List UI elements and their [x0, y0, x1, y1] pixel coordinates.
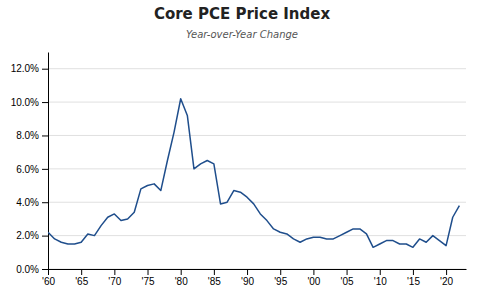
y-tick-mark: [42, 269, 48, 270]
x-tick-mark: [114, 269, 115, 275]
y-tick-label: 12.0%: [11, 63, 39, 74]
x-tick-mark: [181, 269, 182, 275]
y-tick-label: 10.0%: [11, 97, 39, 108]
y-tick-label: 2.0%: [16, 230, 39, 241]
y-tick-label: 0.0%: [16, 264, 39, 275]
x-tick-mark: [446, 269, 447, 275]
x-tick: '90: [241, 269, 254, 287]
x-tick-label: '05: [341, 276, 354, 287]
grid-line: [48, 102, 466, 103]
x-tick-mark: [413, 269, 414, 275]
y-tick: 8.0%: [16, 130, 48, 141]
plot-area: [48, 99, 459, 248]
x-tick-mark: [380, 269, 381, 275]
title: Core PCE Price Index: [154, 5, 331, 23]
y-tick-label: 8.0%: [16, 130, 39, 141]
y-tick: 0.0%: [16, 264, 48, 275]
y-tick-mark: [42, 69, 48, 70]
x-tick-label: '90: [241, 276, 254, 287]
grid: [48, 69, 466, 269]
x-tick-label: '95: [274, 276, 287, 287]
x-tick: '05: [341, 269, 354, 287]
grid-line: [48, 135, 466, 136]
x-tick: '85: [208, 269, 221, 287]
x-tick: '15: [407, 269, 420, 287]
x-tick-label: '20: [440, 276, 453, 287]
subtitle: Year-over-Year Change: [186, 29, 298, 40]
y-tick-label: 6.0%: [16, 164, 39, 175]
x-tick: '75: [142, 269, 155, 287]
x-tick-label: '10: [374, 276, 387, 287]
x-tick-mark: [247, 269, 248, 275]
chart: '60 '65 '70 '75 '80 '85 '90 '95 '00 '05 '10 '15 '20 0…: [0, 0, 484, 295]
y-tick: 6.0%: [16, 164, 48, 175]
y-tick: 2.0%: [16, 230, 48, 241]
x-tick: '95: [274, 269, 287, 287]
x-tick-mark: [148, 269, 149, 275]
x-tick-mark: [81, 269, 82, 275]
x-tick-mark: [214, 269, 215, 275]
y-tick: 12.0%: [11, 63, 48, 74]
x-tick: '10: [374, 269, 387, 287]
x-axis: '60 '65 '70 '75 '80 '85 '90 '95 '00 '05 '10 '15 '20: [42, 269, 467, 287]
x-axis-line: [49, 269, 467, 270]
y-tick-mark: [42, 202, 48, 203]
grid-line: [48, 235, 466, 236]
grid-line: [48, 269, 466, 270]
x-tick: '00: [307, 269, 320, 287]
y-tick-mark: [42, 169, 48, 170]
x-tick: '70: [108, 269, 121, 287]
x-tick-label: '60: [42, 276, 55, 287]
grid-line: [48, 168, 466, 169]
y-tick-label: 4.0%: [16, 197, 39, 208]
x-tick-mark: [347, 269, 348, 275]
x-tick-label: '85: [208, 276, 221, 287]
x-tick-mark: [48, 269, 49, 275]
x-tick-label: '75: [142, 276, 155, 287]
y-tick: 10.0%: [11, 97, 48, 108]
grid-line: [48, 68, 466, 69]
x-tick: '60: [42, 269, 55, 287]
x-tick: '65: [75, 269, 88, 287]
x-tick-mark: [313, 269, 314, 275]
x-tick-label: '80: [175, 276, 188, 287]
x-tick: '80: [175, 269, 188, 287]
y-axis: 0.0% 2.0% 4.0% 6.0% 8.0% 10.0% 12.0%: [11, 53, 49, 275]
y-axis-line: [48, 53, 49, 270]
x-tick-label: '65: [75, 276, 88, 287]
y-tick-mark: [42, 135, 48, 136]
x-tick-label: '70: [108, 276, 121, 287]
x-tick: '20: [440, 269, 453, 287]
line: [48, 99, 459, 248]
chart-container: '60 '65 '70 '75 '80 '85 '90 '95 '00 '05 '10 '15 '20 0…: [0, 0, 484, 295]
x-tick-label: '15: [407, 276, 420, 287]
y-tick-mark: [42, 102, 48, 103]
x-tick-mark: [280, 269, 281, 275]
x-tick-label: '00: [307, 276, 320, 287]
y-tick-mark: [42, 236, 48, 237]
grid-line: [48, 202, 466, 203]
y-tick: 4.0%: [16, 197, 48, 208]
